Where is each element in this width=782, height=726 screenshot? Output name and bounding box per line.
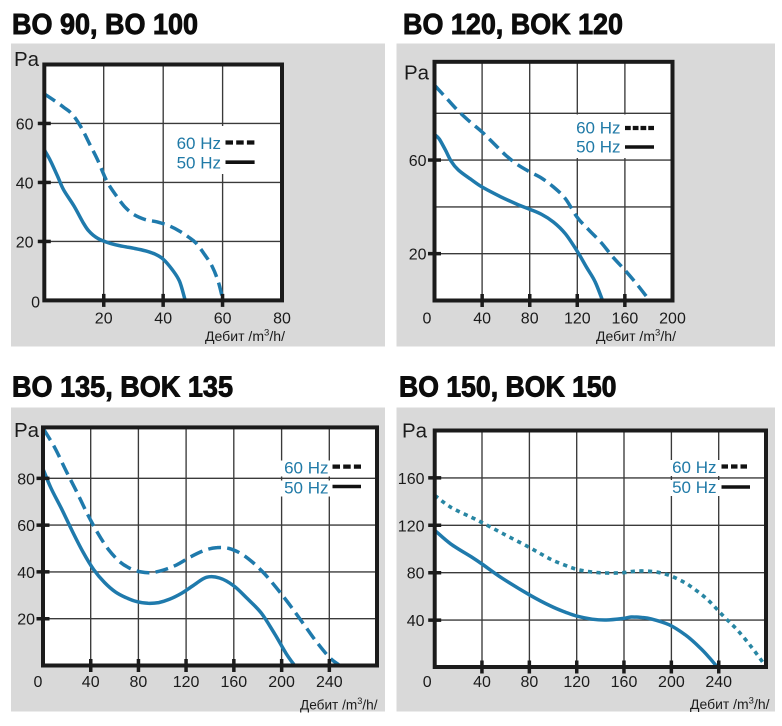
svg-text:160: 160 [611,674,638,691]
svg-text:60 Hz: 60 Hz [672,458,716,477]
svg-text:80: 80 [521,311,539,328]
svg-text:Дебит /m3/h/: Дебит /m3/h/ [205,328,285,345]
svg-text:Pa: Pa [404,62,430,85]
svg-text:160: 160 [398,471,425,488]
svg-text:60 Hz: 60 Hz [284,459,328,478]
svg-text:120: 120 [563,674,590,691]
svg-text:120: 120 [564,311,591,328]
svg-text:20: 20 [95,311,113,328]
svg-text:120: 120 [173,674,200,691]
svg-text:50 Hz: 50 Hz [576,138,620,157]
svg-text:Дебит /m3/h/: Дебит /m3/h/ [300,696,378,713]
svg-text:50 Hz: 50 Hz [177,154,221,173]
svg-text:20: 20 [16,234,34,251]
svg-text:60 Hz: 60 Hz [576,119,620,138]
svg-text:200: 200 [659,311,686,328]
svg-text:120: 120 [398,518,425,535]
svg-text:60: 60 [17,518,35,535]
svg-text:Дебит /m3/h/: Дебит /m3/h/ [690,696,770,713]
svg-text:40: 40 [473,311,491,328]
svg-text:20: 20 [17,612,35,629]
svg-text:50 Hz: 50 Hz [284,479,328,498]
svg-text:80: 80 [130,674,148,691]
svg-text:40: 40 [16,175,34,192]
svg-text:0: 0 [423,674,432,691]
svg-text:40: 40 [473,674,491,691]
svg-text:0: 0 [423,311,432,328]
svg-text:BO 120, BOK 120: BO 120, BOK 120 [403,9,623,41]
svg-text:160: 160 [220,674,247,691]
svg-text:80: 80 [273,311,291,328]
svg-text:240: 240 [705,674,732,691]
svg-text:60: 60 [409,153,427,170]
svg-text:40: 40 [154,311,172,328]
svg-text:200: 200 [658,674,685,691]
svg-text:160: 160 [612,311,639,328]
svg-text:0: 0 [31,295,40,312]
svg-text:BO 150, BOK 150: BO 150, BOK 150 [399,372,617,404]
svg-text:Pa: Pa [14,48,40,71]
svg-text:20: 20 [409,247,427,264]
svg-text:40: 40 [17,565,35,582]
svg-text:Pa: Pa [14,419,40,442]
svg-text:240: 240 [316,674,343,691]
svg-text:60: 60 [16,116,34,133]
svg-text:80: 80 [17,471,35,488]
svg-text:BO 135, BOK 135: BO 135, BOK 135 [12,372,233,404]
svg-text:BO 90, BO 100: BO 90, BO 100 [12,9,198,41]
svg-text:40: 40 [82,674,100,691]
svg-text:0: 0 [34,674,43,691]
svg-text:60 Hz: 60 Hz [177,134,221,153]
svg-text:40: 40 [407,613,425,630]
svg-text:Дебит /m3/h/: Дебит /m3/h/ [596,328,676,345]
svg-text:80: 80 [407,566,425,583]
svg-text:200: 200 [268,674,295,691]
svg-text:60: 60 [214,311,232,328]
svg-text:50 Hz: 50 Hz [672,478,716,497]
svg-text:Pa: Pa [402,420,428,443]
svg-text:80: 80 [521,674,539,691]
